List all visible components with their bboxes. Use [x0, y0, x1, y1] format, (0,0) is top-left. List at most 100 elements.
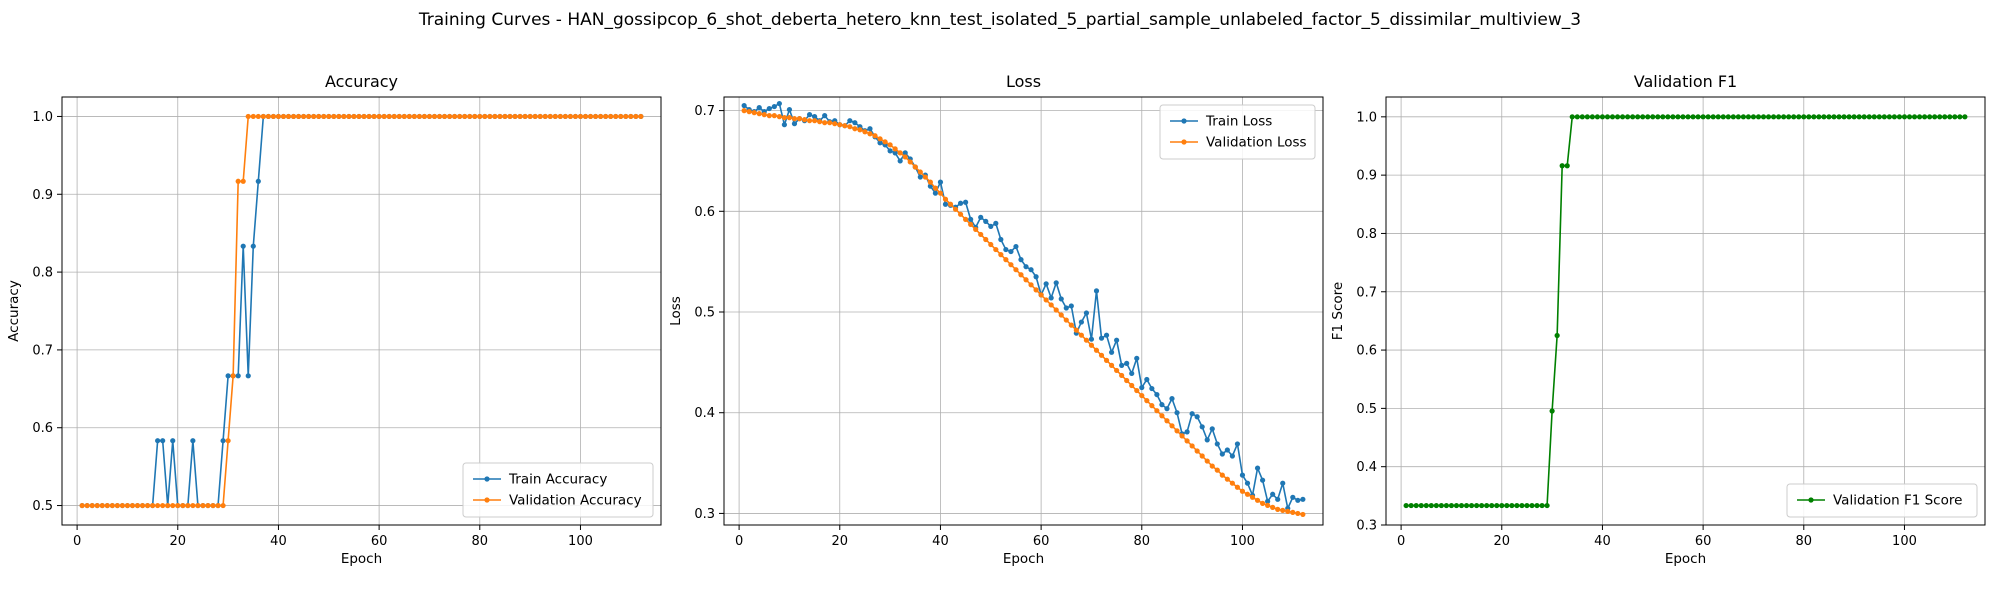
validation-f1-score-point [1846, 114, 1852, 120]
validation-accuracy-point [406, 113, 412, 120]
validation-loss-point [872, 133, 878, 139]
validation-f1-score-point [1705, 114, 1711, 120]
validation-loss-point [1179, 433, 1185, 439]
validation-accuracy-point [522, 113, 528, 120]
train-loss-point [1244, 480, 1251, 486]
validation-f1-score-point [1861, 114, 1867, 120]
train-loss-legend-marker [1181, 118, 1187, 124]
validation-f1-score-point [1841, 114, 1847, 120]
chart2-xtick-label: 40 [1594, 534, 1611, 549]
validation-loss-point [746, 109, 752, 115]
validation-accuracy-point [436, 113, 443, 120]
validation-f1-score-point [1715, 114, 1721, 120]
validation-loss-point [1088, 342, 1095, 348]
train-loss-point [1164, 406, 1170, 412]
validation-accuracy-point [572, 113, 579, 120]
validation-loss-point [1239, 488, 1246, 494]
validation-accuracy-point [411, 113, 417, 120]
validation-loss-point [771, 113, 777, 119]
validation-accuracy-point [109, 502, 115, 509]
validation-f1-score-point [1519, 502, 1525, 509]
train-loss-point [1144, 376, 1150, 383]
validation-loss-point [1023, 277, 1029, 283]
validation-accuracy-point [215, 502, 221, 509]
validation-loss-point [1224, 476, 1230, 482]
chart1-ytick-label: 0.7 [694, 104, 715, 119]
validation-loss-point [1008, 262, 1014, 268]
validation-f1-score-point [1635, 114, 1641, 120]
validation-loss-point [741, 108, 747, 114]
validation-f1-score-point [1599, 114, 1606, 120]
validation-accuracy-point [592, 113, 599, 120]
validation-loss-point [887, 142, 893, 148]
chart1-ytick-label: 0.3 [694, 507, 715, 522]
validation-f1-score-point [1765, 114, 1772, 120]
validation-loss-point [1028, 282, 1034, 288]
validation-loss-point [756, 111, 762, 117]
validation-accuracy-point [311, 113, 317, 120]
validation-accuracy-point [285, 113, 292, 120]
validation-accuracy-point [512, 113, 518, 120]
validation-f1-score-point [1881, 114, 1887, 120]
validation-loss-point [1058, 312, 1064, 318]
chart0-ytick-label: 0.8 [32, 266, 53, 281]
validation-loss-point [917, 169, 923, 175]
validation-accuracy-point [457, 113, 463, 120]
train-loss-point [1058, 296, 1064, 302]
validation-loss-point [882, 139, 888, 145]
validation-f1-score-point [1468, 502, 1475, 509]
validation-loss-point [812, 118, 818, 124]
validation-accuracy-point [230, 373, 236, 379]
validation-accuracy-point [366, 113, 372, 120]
validation-f1-score-point [1856, 114, 1862, 120]
validation-f1-score-point [1851, 114, 1857, 120]
validation-f1-score-point [1609, 114, 1616, 120]
validation-accuracy-point [346, 113, 352, 120]
validation-accuracy-point [321, 113, 327, 120]
chart1-xlabel: Epoch [1003, 551, 1044, 567]
validation-loss-point [1285, 508, 1291, 514]
validation-accuracy-point [89, 502, 95, 509]
train-loss-point [978, 214, 984, 220]
validation-loss-point [832, 121, 838, 127]
validation-accuracy-point [175, 502, 181, 509]
train-accuracy-point [220, 438, 226, 444]
chart1-ytick-label: 0.6 [694, 205, 715, 220]
chart2-ytick-label: 0.4 [1356, 460, 1377, 475]
validation-f1-score-point [1871, 114, 1877, 120]
train-loss-point [1028, 267, 1034, 273]
validation-accuracy-point [391, 113, 397, 120]
validation-loss-point [1124, 377, 1130, 384]
validation-loss-point [942, 196, 949, 202]
validation-accuracy-point [562, 113, 568, 120]
validation-f1-score-point [1710, 114, 1716, 120]
validation-accuracy-point [119, 502, 125, 509]
validation-loss-point [827, 120, 833, 126]
train-loss-point [963, 199, 969, 205]
validation-loss-legend-marker [1181, 139, 1187, 145]
train-accuracy-point [190, 438, 196, 444]
train-loss-point [1295, 497, 1301, 503]
train-loss-point [1189, 411, 1195, 417]
validation-loss-point [786, 115, 793, 121]
chart1-ytick-label: 0.5 [694, 306, 715, 321]
validation-loss-point [1184, 438, 1190, 444]
validation-f1-score-point [1927, 114, 1933, 120]
chart0-ytick-label: 1.0 [32, 110, 53, 125]
validation-loss-point [1119, 372, 1125, 379]
validation-loss-point [1134, 387, 1140, 394]
validation-accuracy-point [341, 113, 347, 120]
train-loss-point [1254, 465, 1261, 471]
validation-loss-point [1139, 392, 1145, 399]
validation-loss-point [751, 110, 757, 116]
validation-loss-point [1260, 500, 1266, 506]
validation-loss-point [1013, 267, 1019, 273]
validation-loss-point [978, 231, 984, 238]
validation-f1-score-point [1594, 114, 1601, 120]
chart1-title: Loss [1006, 72, 1041, 91]
validation-loss-point [837, 122, 843, 128]
validation-f1-score-point [1826, 114, 1832, 120]
validation-f1-score-point [1645, 114, 1651, 120]
train-loss-point [766, 105, 772, 112]
train-loss-point [1260, 477, 1266, 483]
